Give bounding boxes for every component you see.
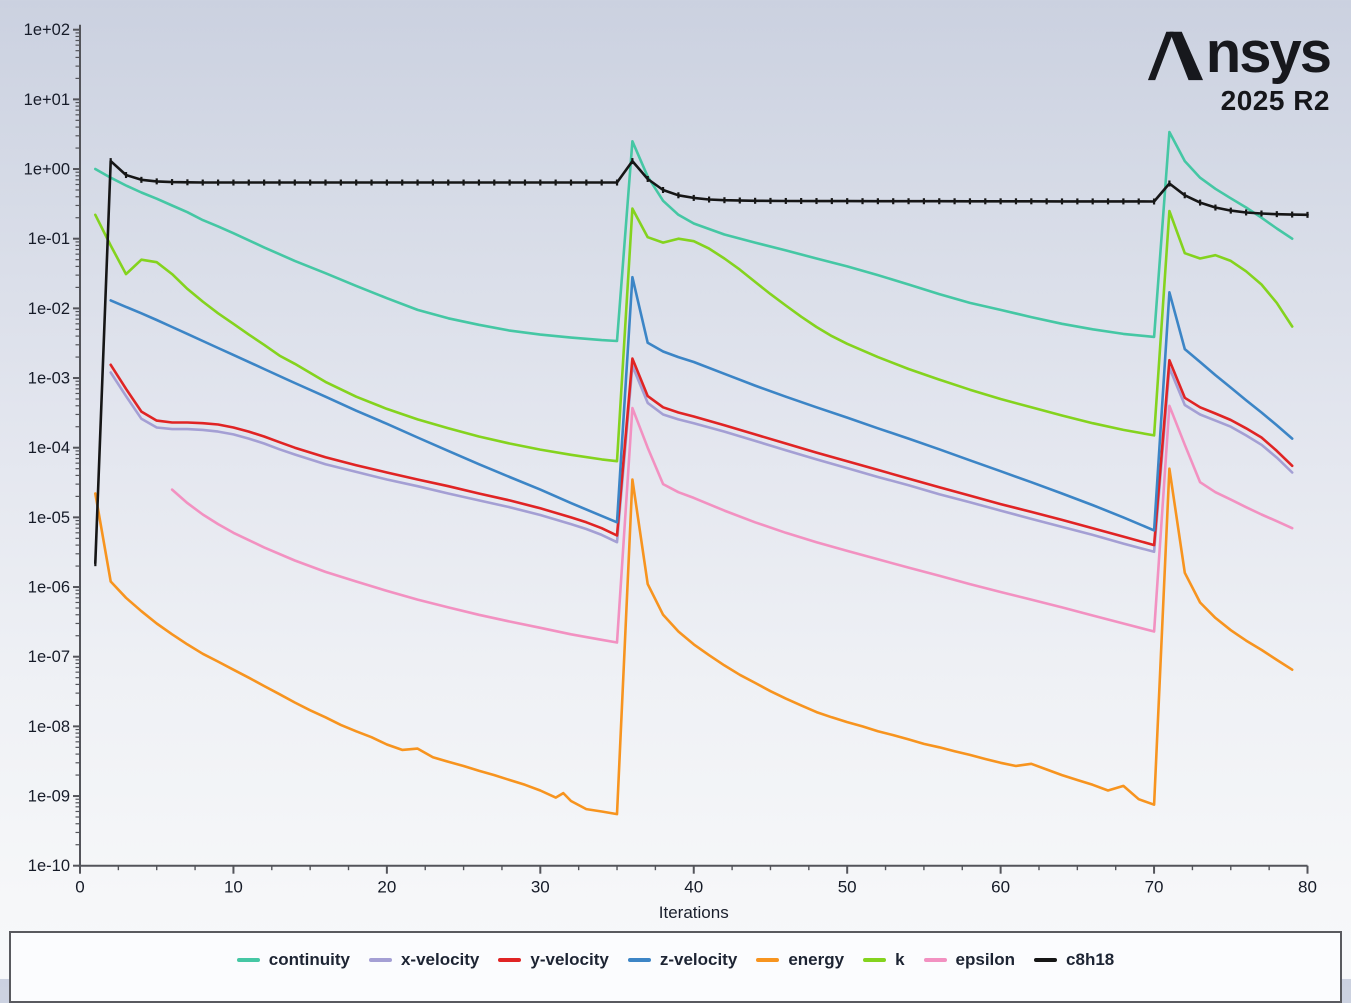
legend-item-energy: energy xyxy=(756,950,844,970)
legend-label: x-velocity xyxy=(400,950,480,969)
x-tick-label: 30 xyxy=(531,878,550,897)
y-tick-label: 1e+02 xyxy=(24,21,70,39)
y-tick-label: 1e-06 xyxy=(28,579,70,597)
y-tick-label: 1e-07 xyxy=(28,648,70,666)
x-tick-label: 40 xyxy=(684,878,703,897)
residuals-chart[interactable]: 1e+02 1e+01 1e+00 1e-01 1e-02 1e-03 1e-04 1e-05… xyxy=(0,0,1351,929)
ansys-a-icon xyxy=(1147,31,1203,81)
y-tick-label: 1e-01 xyxy=(28,230,70,248)
legend-label: c8h18 xyxy=(1066,950,1115,969)
x-axis-title: Iterations xyxy=(659,903,729,922)
series-c8h18 xyxy=(94,158,1309,567)
x-tick-label: 20 xyxy=(377,878,396,897)
legend-color-dash xyxy=(756,958,780,962)
legend-label: epsilon xyxy=(955,950,1016,969)
legend-item-x-velocity: x-velocity xyxy=(368,950,480,970)
legend-color-dash xyxy=(923,958,947,962)
series-y-velocity xyxy=(109,357,1294,547)
chart-legend: continuity x-velocity y-velocity z-velocity… xyxy=(9,931,1342,1003)
x-tick-label: 0 xyxy=(75,878,84,897)
y-tick-label: 1e-02 xyxy=(28,300,70,318)
legend-label: energy xyxy=(788,950,845,969)
legend-color-dash xyxy=(368,958,392,962)
y-tick-label: 1e-10 xyxy=(28,857,70,875)
x-tick-label: 80 xyxy=(1298,878,1317,897)
legend-color-dash xyxy=(1034,958,1058,962)
series-epsilon xyxy=(170,404,1294,644)
legend-label: z-velocity xyxy=(659,950,738,969)
legend-item-continuity: continuity xyxy=(236,950,350,970)
y-tick-label: 1e-03 xyxy=(28,370,70,388)
y-tick-label: 1e-04 xyxy=(28,439,70,457)
legend-item-y-velocity: y-velocity xyxy=(498,950,609,970)
series-x-velocity xyxy=(109,364,1294,554)
legend-color-dash xyxy=(863,958,887,962)
legend-item-c8h18: c8h18 xyxy=(1034,950,1114,970)
series-energy xyxy=(94,467,1294,816)
x-axis-ticks: 0 10 20 30 40 50 60 70 80 xyxy=(75,865,1317,897)
y-tick-label: 1e+00 xyxy=(24,161,70,179)
series-continuity xyxy=(94,130,1294,343)
ansys-brand: nsys xyxy=(1146,20,1332,85)
legend-color-dash xyxy=(498,958,522,962)
legend-item-epsilon: epsilon xyxy=(923,950,1016,970)
legend-color-dash xyxy=(627,958,651,962)
y-tick-label: 1e-08 xyxy=(28,718,70,736)
y-tick-label: 1e-09 xyxy=(28,788,70,806)
series-k xyxy=(94,207,1294,463)
x-tick-label: 60 xyxy=(991,878,1010,897)
ansys-logo: nsys 2025 R2 xyxy=(1146,20,1332,117)
x-tick-label: 10 xyxy=(224,878,243,897)
x-tick-label: 70 xyxy=(1145,878,1164,897)
legend-label: y-velocity xyxy=(530,950,609,969)
legend-label: k xyxy=(895,950,905,969)
y-tick-label: 1e+01 xyxy=(24,91,70,109)
axes xyxy=(78,24,1308,867)
series-z-velocity xyxy=(109,275,1294,532)
y-axis-ticks: 1e+02 1e+01 1e+00 1e-01 1e-02 1e-03 1e-04 1e-05… xyxy=(24,21,79,875)
x-tick-label: 50 xyxy=(838,878,857,897)
legend-item-k: k xyxy=(863,950,905,970)
y-tick-label: 1e-05 xyxy=(28,509,70,527)
ansys-brand-text: nsys xyxy=(1205,20,1332,85)
legend-item-z-velocity: z-velocity xyxy=(627,950,738,970)
legend-label: continuity xyxy=(268,950,350,969)
ansys-version-text: 2025 R2 xyxy=(1220,85,1330,116)
legend-color-dash xyxy=(236,958,260,962)
